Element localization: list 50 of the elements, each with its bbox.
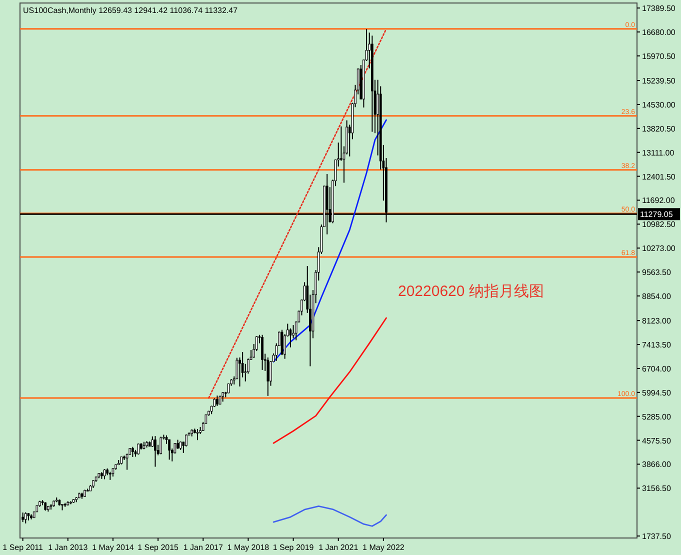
- y-tick-label: 7413.50: [642, 340, 672, 350]
- annotation: 20220620 纳指月线图: [398, 283, 544, 300]
- line-series: [272, 119, 387, 363]
- y-tick-label: 9563.50: [642, 268, 672, 277]
- y-tick-label: 13820.50: [642, 124, 676, 134]
- chart-title: US100Cash,Monthly 12659.43 12941.42 11036.74 11332.47: [23, 6, 238, 15]
- y-tick-label: 1737.50: [642, 532, 672, 541]
- candlestick: [168, 438, 170, 460]
- y-tick-label: 15970.50: [642, 52, 676, 61]
- candlestick: [24, 512, 27, 524]
- y-tick-label: 6704.00: [642, 364, 672, 374]
- candlestick: [154, 436, 156, 468]
- line-series: [272, 317, 387, 444]
- y-tick-label: 14530.00: [642, 100, 676, 110]
- y-tick-label: 17389.50: [642, 4, 676, 14]
- y-tick-label: 5994.50: [642, 388, 672, 398]
- candlestick: [22, 512, 24, 523]
- y-tick-label: 10982.50: [642, 220, 676, 230]
- y-tick-label: 5285.00: [642, 412, 672, 422]
- x-tick-label: 1 May 2018: [227, 543, 270, 552]
- line-series: [272, 506, 387, 527]
- x-tick-label: 1 Sep 2015: [138, 543, 180, 552]
- candlestick: [292, 324, 294, 339]
- candlestick: [261, 334, 264, 370]
- x-tick-label: 1 Sep 2019: [272, 543, 314, 552]
- x-tick-label: 1 Jan 2021: [318, 543, 359, 552]
- y-tick-label: 10273.00: [642, 244, 676, 254]
- y-tick-label: 16680.00: [642, 28, 676, 37]
- y-tick-label: 4575.50: [642, 436, 672, 446]
- candlestick: [176, 439, 179, 450]
- candlestick: [266, 356, 270, 396]
- ref-line-label: 11279.05: [640, 210, 674, 220]
- y-tick-label: 13111.00: [642, 148, 675, 158]
- y-tick-label: 12401.50: [642, 172, 676, 182]
- x-tick-label: 1 May 2014: [92, 543, 134, 552]
- candlestick: [196, 428, 199, 441]
- candlestick: [160, 436, 162, 455]
- y-tick-label: 11692.00: [642, 196, 676, 206]
- y-tick-label: 8123.00: [642, 316, 672, 326]
- x-tick-label: 1 May 2022: [362, 543, 405, 552]
- y-tick-label: 8854.00: [642, 292, 672, 301]
- x-tick-label: 1 Jan 2017: [183, 543, 224, 552]
- y-tick-label: 15239.50: [642, 76, 676, 86]
- x-tick-label: 1 Jan 2013: [48, 543, 88, 552]
- candlestick: [222, 392, 224, 402]
- x-tick-label: 1 Sep 2011: [2, 543, 44, 552]
- y-tick-label: 3866.00: [642, 460, 672, 470]
- candlestick: [216, 395, 218, 407]
- candlestick: [132, 446, 134, 458]
- y-tick-label: 3156.50: [642, 484, 672, 494]
